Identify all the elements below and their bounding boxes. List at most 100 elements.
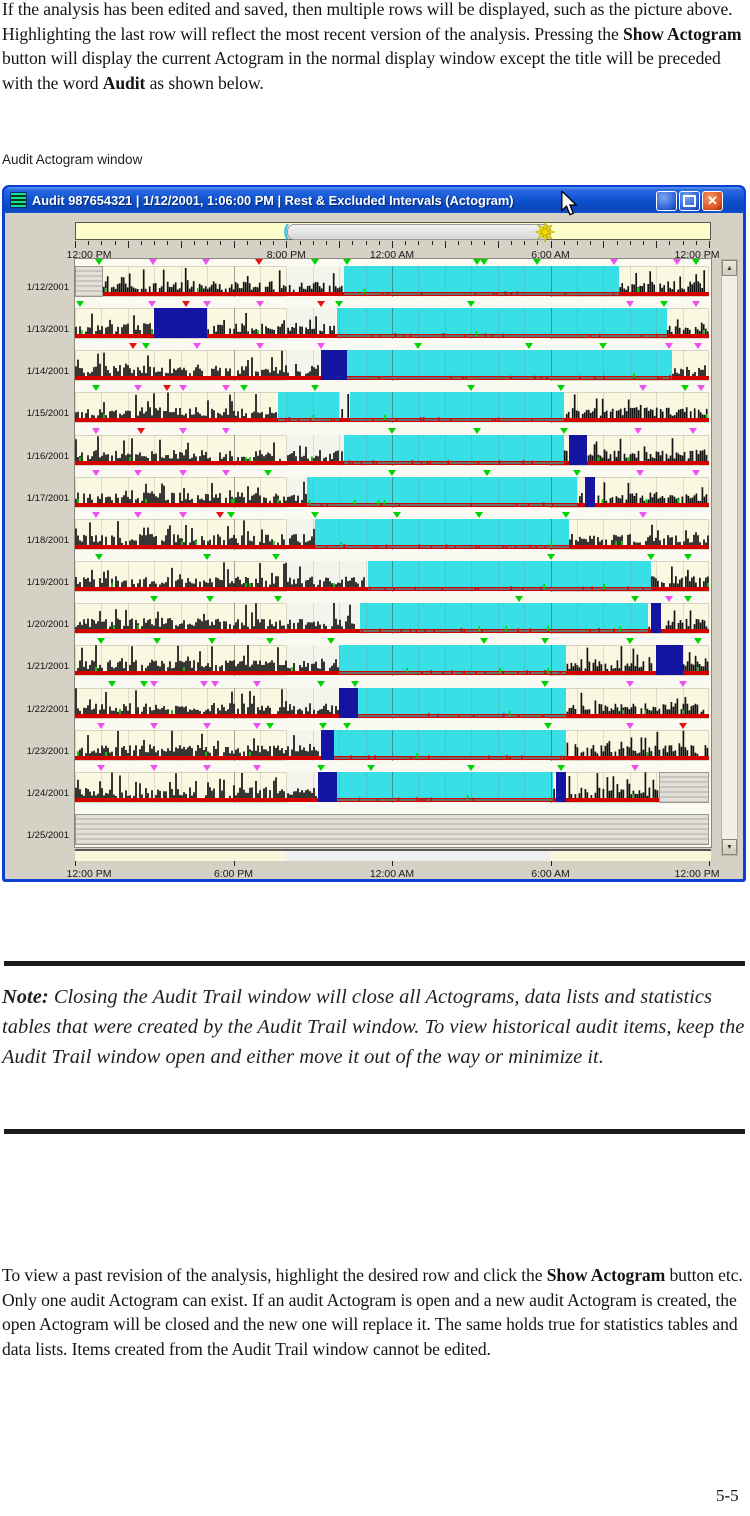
axis-tick [286,241,288,248]
gridline [365,771,367,803]
axis-tick [642,241,644,245]
excluded-interval-block [568,434,588,465]
gridline [339,518,341,550]
event-marker-icon [274,596,283,603]
vertical-scrollbar[interactable]: ▲ ▼ [721,259,738,856]
gridline [629,476,631,508]
range-start-bracket-icon[interactable]: ( [283,221,289,240]
gridline [576,645,578,677]
event-marker-icon [691,469,700,476]
gridline [682,434,684,466]
gridline [154,603,156,635]
gridline [339,434,341,466]
gridline [603,308,605,340]
actogram-row [75,343,709,383]
gridline [550,645,552,677]
gridline [286,476,288,508]
gridline [682,518,684,550]
gridline [233,561,235,593]
note-paragraph: Note: Closing the Audit Trail window wil… [2,986,745,1068]
event-marker-icon [366,764,375,771]
gridline [127,687,129,719]
scroll-down-button[interactable]: ▼ [722,839,737,855]
gridline [365,350,367,382]
event-marker-icon [316,301,325,308]
event-marker-icon [316,764,325,771]
gridline [392,561,393,593]
sun-icon[interactable] [534,222,555,242]
gridline [392,392,393,424]
event-marker-icon [134,511,143,518]
activity-histogram [102,268,706,296]
event-marker-icon [94,554,103,561]
event-marker-icon [92,511,101,518]
gridline [180,687,182,719]
gridline [524,350,526,382]
event-marker-icon [678,722,687,729]
gridline [365,476,367,508]
gridline [180,771,182,803]
gridline [127,476,129,508]
gridline [656,308,658,340]
axis-tick [484,241,486,245]
axis-tick [114,241,116,245]
event-marker-icon [221,385,230,392]
gridline [392,771,393,803]
gridline [392,350,393,382]
axis-tick [656,241,658,248]
selected-range[interactable] [287,224,551,240]
rest-baseline [344,293,620,295]
gridline [207,476,209,508]
row-date-label: 1/16/2001 [26,450,69,462]
gridline [233,350,235,382]
gridline [629,308,631,340]
event-marker-icon [266,638,275,645]
gridline [656,266,658,297]
gridline [127,518,129,550]
gridline [444,434,446,466]
maximize-icon [683,195,696,207]
event-marker-icon [221,427,230,434]
gridline [524,392,526,424]
divider-rule-bottom [4,1129,745,1134]
axis-tick [259,241,261,245]
gridline [101,729,103,761]
gridline [576,687,578,719]
event-marker-icon [557,385,566,392]
gridline [524,518,526,550]
axis-tick [431,241,433,245]
time-range-slider[interactable]: ( [75,221,711,242]
maximize-button[interactable] [679,191,700,211]
minimize-button[interactable]: _ [656,191,677,213]
scroll-up-icon: ▲ [726,264,733,272]
axis-tick [154,241,156,245]
gridline [127,771,129,803]
excluded-interval-block [320,350,348,381]
gridline [101,392,103,424]
gridline [233,476,235,508]
gridline [286,434,288,466]
axis-tick [220,241,222,245]
gridline [629,687,631,719]
gridline [550,603,552,635]
gridline [180,392,182,424]
gridline [629,729,631,761]
event-marker-icon [467,385,476,392]
gridline [524,603,526,635]
window-titlebar[interactable]: Audit 987654321 | 1/12/2001, 1:06:00 PM … [4,187,744,213]
gridline [101,603,103,635]
event-marker-icon [681,385,690,392]
event-marker-icon [311,385,320,392]
event-marker-icon [319,722,328,729]
event-marker-icon [271,554,280,561]
gridline [656,687,658,719]
gridline [312,392,314,424]
scroll-up-button[interactable]: ▲ [722,260,737,276]
event-marker-icon [226,511,235,518]
gridline [550,308,552,340]
gridline [576,603,578,635]
event-marker-icon [472,259,481,265]
gridline [154,476,156,508]
close-button[interactable]: ✕ [702,191,723,211]
gridline [471,645,473,677]
